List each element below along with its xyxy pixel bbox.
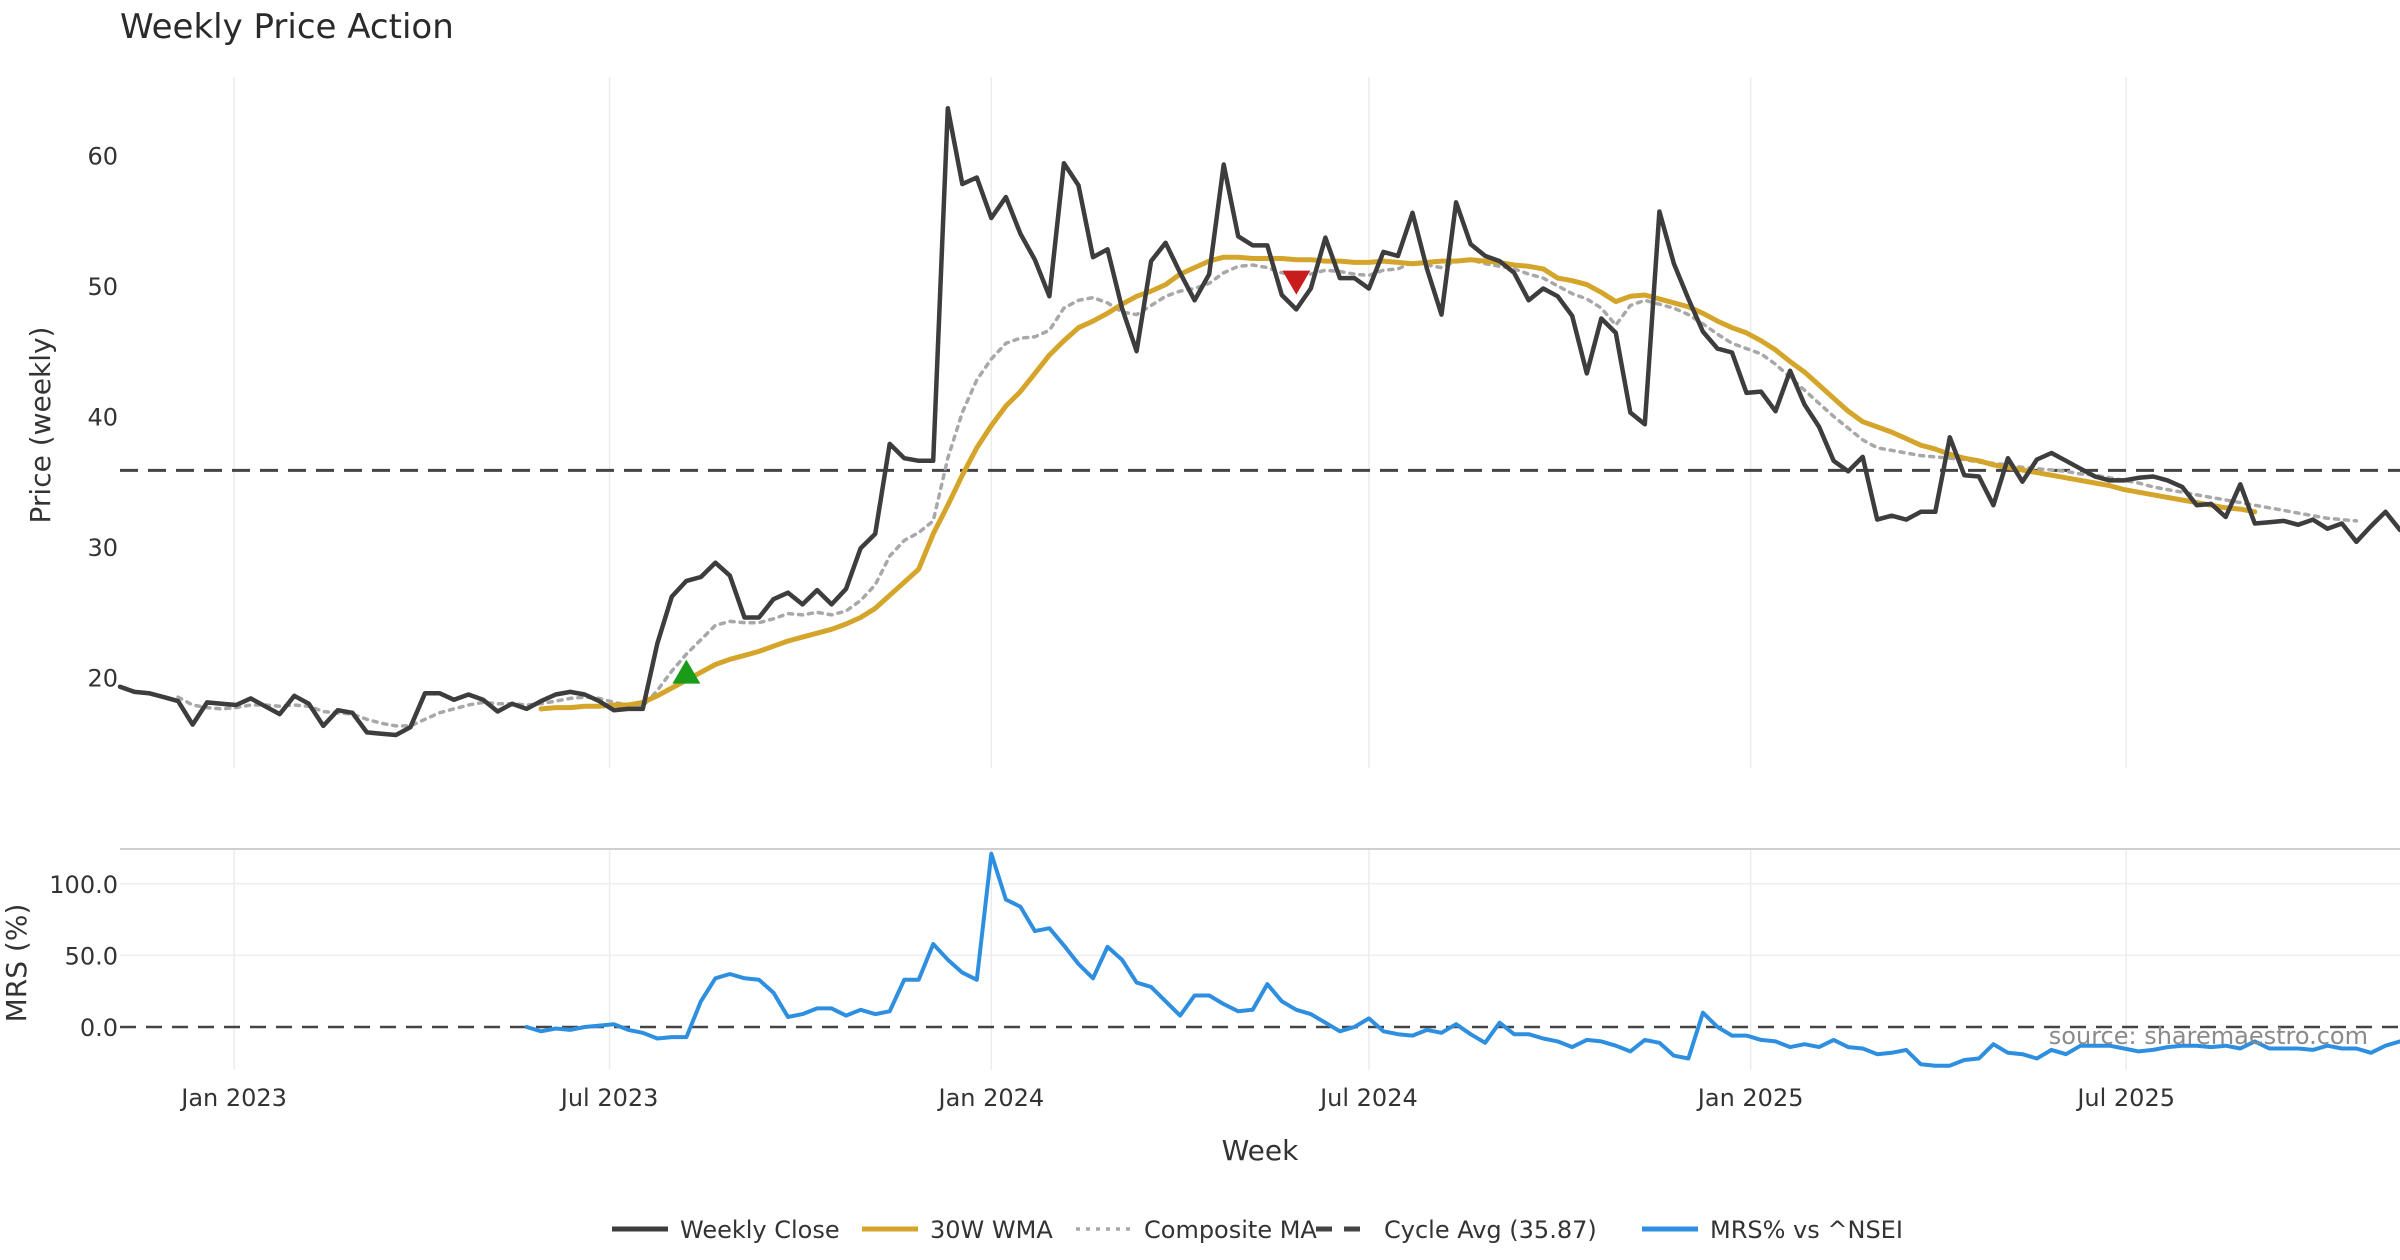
price-y-tick-label: 30 <box>87 534 118 562</box>
price-y-tick-label: 20 <box>87 665 118 693</box>
legend-label: MRS% vs ^NSEI <box>1710 1216 1903 1244</box>
price-y-tick-label: 40 <box>87 403 118 431</box>
mrs-y-tick-label: 50.0 <box>65 942 118 970</box>
x-tick-label: Jan 2025 <box>1696 1084 1804 1112</box>
chart-title: Weekly Price Action <box>120 7 454 47</box>
x-tick-label: Jan 2024 <box>936 1084 1044 1112</box>
buy-signal-marker <box>672 659 701 684</box>
x-axis-label: Week <box>1222 1134 1299 1167</box>
legend-label: 30W WMA <box>930 1216 1053 1244</box>
x-tick-label: Jul 2025 <box>2075 1084 2175 1112</box>
source-note: source: sharemaestro.com <box>2049 1022 2368 1050</box>
price-y-tick-label: 50 <box>87 273 118 301</box>
reference-lines <box>120 468 2400 1029</box>
mrs-y-tick-label: 0.0 <box>80 1014 118 1042</box>
mrs-panel-grid <box>120 848 2400 1070</box>
legend-label: Composite MA <box>1144 1216 1317 1244</box>
price-y-axis-label: Price (weekly) <box>24 327 57 524</box>
axis-ticks: Jan 2023 Jul 2023 Jan 2024 Jul 2024 Jan 2025… <box>49 142 2175 1112</box>
price-y-tick-label: 60 <box>87 142 118 170</box>
composite-ma-line <box>176 258 2359 728</box>
mrs-y-tick-label: 100.0 <box>49 871 118 899</box>
x-tick-label: Jul 2024 <box>1318 1084 1418 1112</box>
sell-signal-marker <box>1282 270 1311 295</box>
mrs-y-axis-label: MRS (%) <box>0 904 33 1023</box>
x-tick-label: Jan 2023 <box>179 1084 287 1112</box>
legend-label: Weekly Close <box>680 1216 840 1244</box>
signal-markers <box>672 270 1311 684</box>
mrs-line <box>524 851 2400 1068</box>
weekly-close-line <box>117 106 2400 738</box>
series-lines <box>117 106 2400 1068</box>
legend-label: Cycle Avg (35.87) <box>1384 1216 1597 1244</box>
x-tick-label: Jul 2023 <box>559 1084 659 1112</box>
legend: Weekly Close 30W WMA Composite MA Cycle Avg… <box>612 1216 1903 1244</box>
wma-30w-line <box>538 254 2258 712</box>
